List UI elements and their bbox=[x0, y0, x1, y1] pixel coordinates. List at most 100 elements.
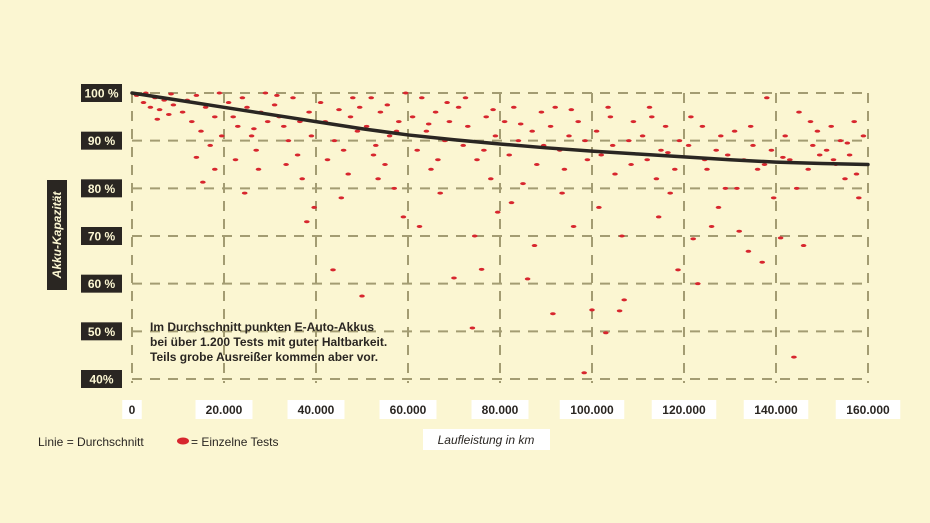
data-point bbox=[281, 124, 287, 128]
data-point bbox=[251, 127, 257, 131]
data-point bbox=[253, 148, 259, 152]
data-point bbox=[695, 282, 701, 286]
data-point bbox=[568, 108, 575, 112]
y-tick-label: 60 % bbox=[88, 277, 116, 291]
x-tick-label: 100.000 bbox=[570, 403, 614, 417]
data-point bbox=[506, 153, 512, 157]
data-point bbox=[731, 129, 738, 133]
data-point bbox=[787, 158, 793, 162]
data-point bbox=[340, 148, 347, 152]
data-point bbox=[154, 117, 161, 121]
data-point bbox=[212, 167, 218, 171]
data-point bbox=[853, 172, 860, 176]
data-point bbox=[156, 108, 163, 112]
data-point bbox=[170, 103, 177, 107]
data-point bbox=[685, 143, 692, 147]
data-point bbox=[481, 148, 487, 152]
data-point bbox=[828, 124, 834, 128]
data-point bbox=[612, 172, 618, 176]
data-point bbox=[662, 124, 669, 128]
data-point bbox=[304, 220, 310, 224]
data-point bbox=[239, 96, 246, 100]
data-point bbox=[718, 134, 724, 138]
data-point bbox=[306, 110, 312, 114]
data-point bbox=[616, 309, 623, 313]
data-point bbox=[508, 201, 515, 205]
data-point bbox=[715, 205, 722, 209]
x-tick-label: 0 bbox=[129, 403, 136, 417]
data-point bbox=[264, 120, 271, 124]
data-point bbox=[230, 115, 236, 119]
data-point bbox=[581, 371, 587, 375]
y-axis-title: Akku-Kapazität bbox=[47, 180, 67, 290]
data-point bbox=[465, 124, 471, 128]
data-point bbox=[646, 105, 653, 109]
data-point bbox=[699, 124, 706, 128]
data-point bbox=[283, 163, 289, 166]
data-point bbox=[529, 129, 535, 133]
data-point bbox=[547, 124, 554, 128]
data-point bbox=[754, 167, 761, 171]
data-point bbox=[396, 120, 402, 124]
data-point bbox=[593, 129, 600, 133]
x-tick-box bbox=[122, 400, 142, 419]
data-point bbox=[218, 134, 225, 138]
data-point bbox=[805, 167, 811, 171]
data-point bbox=[330, 268, 336, 272]
y-axis-label: Akku-Kapazität bbox=[50, 191, 64, 280]
y-tick-box bbox=[81, 84, 122, 102]
x-tick-box bbox=[287, 400, 345, 419]
data-point bbox=[630, 120, 637, 124]
data-point bbox=[299, 177, 306, 181]
data-point bbox=[166, 112, 172, 116]
data-point bbox=[345, 172, 352, 176]
data-point bbox=[248, 134, 255, 138]
data-point bbox=[207, 143, 213, 147]
data-point bbox=[750, 143, 756, 147]
data-point bbox=[354, 129, 361, 133]
data-point bbox=[796, 110, 802, 114]
data-point bbox=[474, 158, 480, 162]
data-point bbox=[559, 191, 565, 195]
data-point bbox=[193, 155, 200, 159]
y-tick-box bbox=[81, 179, 122, 198]
data-point bbox=[688, 115, 694, 119]
data-point bbox=[241, 191, 248, 195]
data-point bbox=[704, 167, 710, 171]
data-point bbox=[830, 158, 837, 162]
data-point bbox=[189, 120, 195, 124]
x-tick-box bbox=[195, 400, 253, 419]
data-point bbox=[658, 148, 664, 152]
x-tick-label: 140.000 bbox=[754, 403, 798, 417]
data-point bbox=[483, 115, 490, 119]
data-point bbox=[338, 196, 345, 200]
data-point bbox=[198, 129, 204, 133]
data-point bbox=[179, 110, 186, 114]
data-point bbox=[515, 139, 522, 143]
data-point bbox=[734, 186, 740, 190]
data-point bbox=[736, 229, 742, 233]
data-point bbox=[605, 105, 611, 109]
data-point bbox=[768, 148, 775, 152]
y-tick-box bbox=[81, 370, 122, 388]
data-point bbox=[336, 108, 342, 112]
x-axis-label: Laufleistung in km bbox=[438, 433, 535, 447]
data-point bbox=[609, 143, 616, 147]
data-point bbox=[782, 134, 788, 138]
data-point bbox=[713, 148, 719, 152]
y-tick-label: 40% bbox=[89, 373, 113, 387]
data-point bbox=[649, 115, 655, 119]
data-point bbox=[570, 224, 577, 228]
y-tick-label: 70 % bbox=[88, 230, 116, 244]
data-point bbox=[667, 191, 673, 195]
data-point bbox=[414, 148, 421, 152]
data-point bbox=[582, 139, 588, 143]
data-point bbox=[492, 134, 499, 138]
data-point bbox=[837, 139, 844, 143]
grid bbox=[131, 92, 869, 383]
data-point bbox=[566, 134, 572, 138]
data-point bbox=[290, 96, 296, 100]
x-tick-box bbox=[379, 400, 437, 419]
data-point bbox=[216, 91, 223, 95]
